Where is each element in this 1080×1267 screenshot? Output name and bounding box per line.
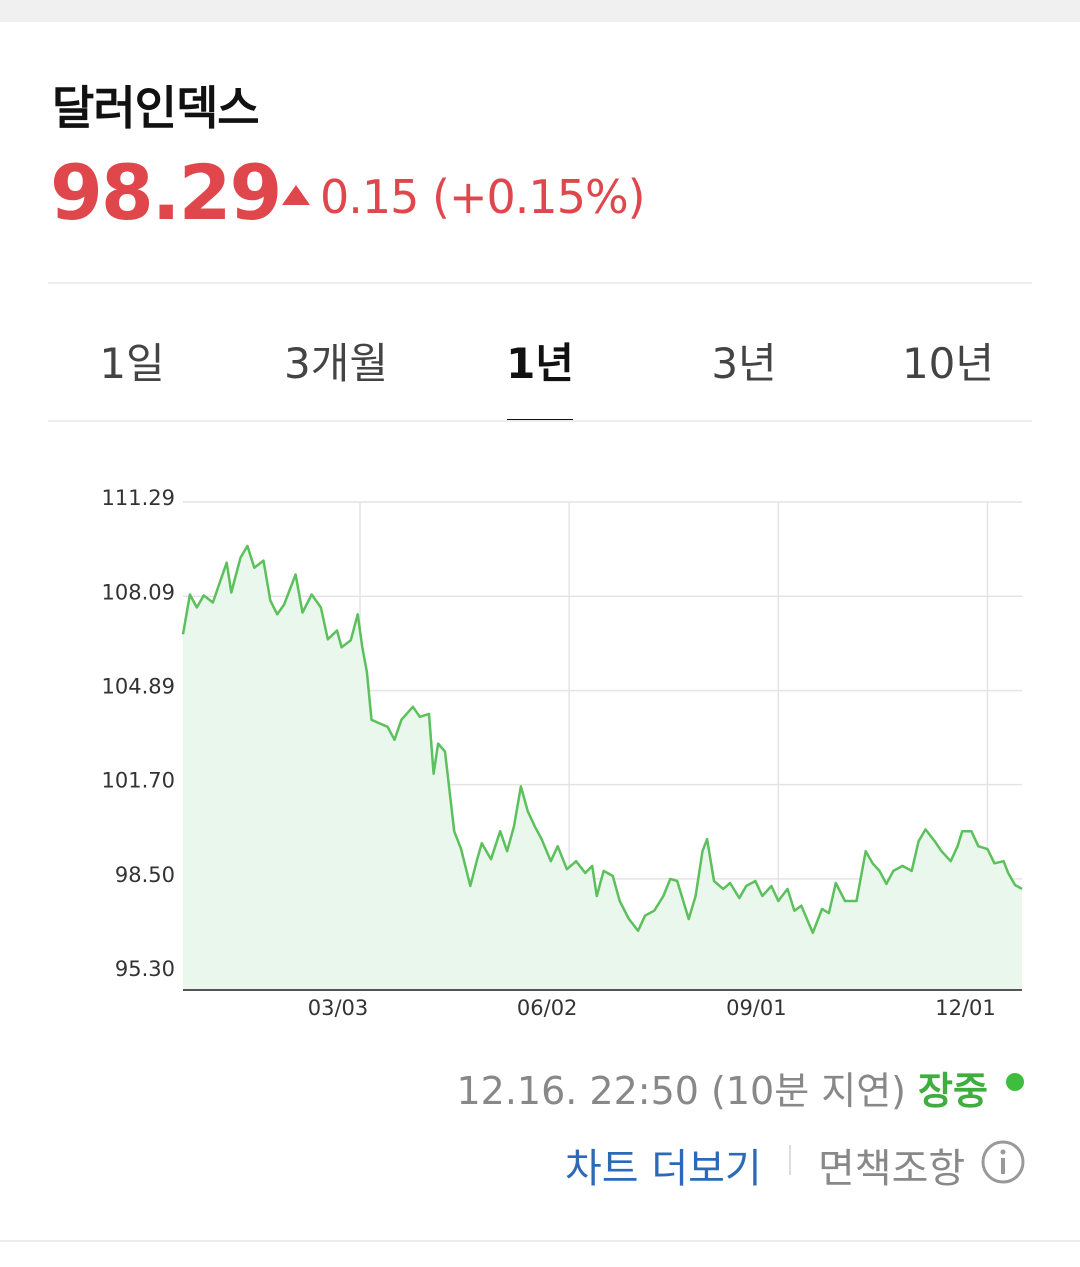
period-tab[interactable]: 10년 xyxy=(901,339,995,388)
separator xyxy=(789,1145,791,1175)
delay: (10분 지연) xyxy=(711,1069,906,1113)
chart: 111.29 108.09 104.89 101.70 98.50 95.30 03/03 0… xyxy=(102,486,1023,1020)
top-bar xyxy=(0,0,1080,22)
info-icon[interactable] xyxy=(980,1139,1026,1185)
bottom-bar xyxy=(0,1240,1080,1267)
timestamp: 12.16. 22:50 xyxy=(456,1069,699,1113)
y-tick-label: 104.89 xyxy=(102,675,175,699)
y-tick-label: 98.50 xyxy=(115,863,175,887)
period-tab[interactable]: 1일 xyxy=(99,339,165,388)
y-tick-label: 101.70 xyxy=(102,769,175,793)
change: 0.15 (+0.15%) xyxy=(320,170,646,224)
change-value: 0.15 xyxy=(320,170,419,224)
x-tick-label: 09/01 xyxy=(726,996,787,1020)
period-tab[interactable]: 1년 xyxy=(506,339,574,388)
area xyxy=(183,545,1022,990)
status-dot xyxy=(1006,1073,1024,1091)
market-status: 장중 xyxy=(918,1069,988,1113)
change-percent: (+0.15%) xyxy=(432,170,646,224)
info-dot xyxy=(1000,1149,1006,1155)
x-tick-label: 03/03 xyxy=(308,996,369,1020)
info-circle xyxy=(981,1140,1025,1184)
disclaimer-link[interactable]: 면책조항 xyxy=(818,1146,966,1192)
x-tick-label: 12/01 xyxy=(935,996,996,1020)
up-arrow xyxy=(282,185,310,205)
divider xyxy=(48,420,1032,422)
up-triangle xyxy=(282,185,310,205)
period-tab[interactable]: 3개월 xyxy=(283,339,388,388)
line xyxy=(181,544,1023,935)
update-info: 12.16. 22:50 (10분 지연) xyxy=(456,1060,906,1115)
y-tick-label: 108.09 xyxy=(102,580,175,604)
y-tick-label: 111.29 xyxy=(102,486,175,510)
y-tick-label: 95.30 xyxy=(115,957,175,981)
divider xyxy=(48,282,1032,284)
info-bar xyxy=(1001,1158,1005,1174)
title: 달러인덱스 xyxy=(52,81,260,135)
price: 98.29 xyxy=(50,148,282,237)
more-chart-link[interactable]: 차트 더보기 xyxy=(565,1146,762,1192)
x-tick-label: 06/02 xyxy=(517,996,578,1020)
period-tab[interactable]: 3년 xyxy=(711,339,777,388)
